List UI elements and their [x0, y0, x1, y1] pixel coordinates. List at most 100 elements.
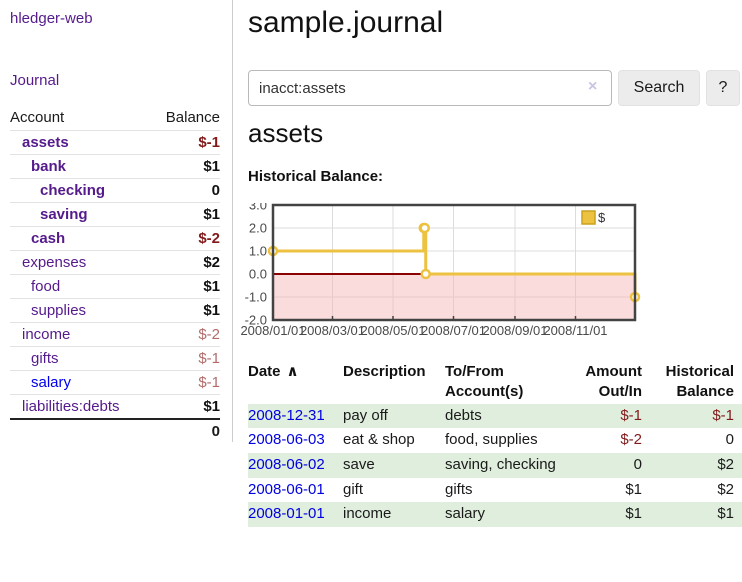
transaction-amount: $1 — [625, 480, 642, 498]
transaction-balance: 0 — [725, 431, 734, 449]
transaction-date-link[interactable]: 2008-06-03 — [248, 431, 325, 449]
column-header-accounts[interactable]: To/From Account(s) — [445, 363, 524, 400]
account-balance: $-2 — [198, 230, 220, 247]
transaction-accounts: food, supplies — [445, 431, 538, 449]
svg-text:2008/11/01: 2008/11/01 — [543, 323, 607, 338]
account-balance: $1 — [203, 158, 220, 175]
transaction-description: pay off — [343, 403, 445, 429]
svg-text:2008/03/01: 2008/03/01 — [300, 323, 365, 338]
account-balance: $2 — [203, 254, 220, 271]
account-row: cash $-2 — [10, 226, 220, 250]
transaction-amount: $-1 — [565, 403, 650, 429]
transaction-date-link[interactable]: 2008-01-01 — [248, 505, 325, 523]
column-header-balance[interactable]: Historical Balance — [665, 363, 734, 400]
account-balance: $1 — [203, 398, 220, 415]
account-link-checking[interactable]: checking — [40, 182, 106, 199]
account-balance: 0 — [211, 182, 220, 199]
transaction-row: 2008-06-03 eat & shop food, supplies $-2 0 — [248, 428, 742, 453]
account-balance: $1 — [203, 302, 220, 319]
account-row: gifts $-1 — [10, 346, 220, 370]
transaction-amount: $-2 — [620, 431, 642, 449]
account-link-saving[interactable]: saving — [40, 206, 88, 223]
date-header-label: Date — [248, 363, 281, 380]
register-table: Date ∧ Description To/From Account(s) Amo… — [248, 358, 742, 528]
account-balance: $-2 — [198, 326, 220, 343]
transaction-balance: $-1 — [650, 403, 742, 429]
help-button[interactable]: ? — [706, 70, 740, 106]
svg-text:$: $ — [598, 210, 606, 225]
transaction-date-cell: 2008-12-31 — [248, 403, 343, 429]
account-heading: assets — [248, 118, 324, 148]
account-row: income $-2 — [10, 322, 220, 346]
sidebar: hledger-web Journal Account Balance asse… — [0, 0, 233, 442]
transaction-amount: 0 — [565, 452, 650, 478]
account-link-assets[interactable]: assets — [22, 134, 69, 151]
transaction-date-cell: 2008-06-03 — [248, 428, 343, 453]
page-title: sample.journal — [248, 6, 444, 39]
transaction-description: eat & shop — [343, 431, 415, 449]
account-link-supplies[interactable]: supplies — [31, 302, 87, 319]
accounts-header-balance: Balance — [165, 108, 220, 126]
svg-text:2.0: 2.0 — [249, 221, 267, 236]
transaction-date-link[interactable]: 2008-06-01 — [248, 480, 325, 498]
transaction-date-link[interactable]: 2008-06-02 — [248, 455, 325, 473]
transaction-date-link[interactable]: 2008-12-31 — [248, 406, 325, 424]
account-link-gifts[interactable]: gifts — [31, 350, 59, 367]
column-header-date[interactable]: Date ∧ — [248, 358, 343, 404]
account-link-food[interactable]: food — [31, 278, 61, 295]
transaction-accounts: gifts — [445, 480, 473, 498]
svg-text:2008/01/01: 2008/01/01 — [240, 323, 305, 338]
transaction-accounts: salary — [445, 502, 565, 528]
svg-text:1.0: 1.0 — [249, 244, 267, 259]
account-row: salary $-1 — [10, 370, 220, 394]
transaction-accounts: saving, checking — [445, 452, 565, 478]
transaction-balance: $2 — [650, 452, 742, 478]
transaction-row: 2008-06-02 save saving, checking 0 $2 — [248, 452, 742, 478]
clear-search-icon[interactable]: × — [588, 78, 598, 95]
historical-balance-chart: 3.0 2.0 1.0 0.0 -1.0 -2.0 2008/01/01 2008/03/01… — [239, 198, 679, 353]
account-balance: $1 — [203, 206, 220, 223]
transaction-row: 2008-12-31 pay off debts $-1 $-1 — [248, 403, 742, 429]
app-title-link[interactable]: hledger-web — [10, 10, 93, 27]
account-link-cash[interactable]: cash — [31, 230, 66, 247]
transaction-accounts: debts — [445, 403, 565, 429]
account-link-liabilities-debts[interactable]: liabilities:debts — [22, 398, 120, 415]
account-row: assets $-1 — [10, 130, 220, 154]
account-balance: $1 — [203, 278, 220, 295]
accounts-header: Account Balance — [10, 104, 220, 130]
svg-text:0.0: 0.0 — [249, 267, 267, 282]
sidebar-item-journal[interactable]: Journal — [10, 72, 60, 89]
accounts-total-value: 0 — [211, 422, 220, 440]
transaction-amount: $1 — [565, 502, 650, 528]
transaction-description: income — [343, 502, 445, 528]
svg-text:2008/05/01: 2008/05/01 — [360, 323, 425, 338]
account-balance: $-1 — [198, 374, 220, 391]
search-button[interactable]: Search — [618, 70, 700, 106]
account-link-salary[interactable]: salary — [31, 374, 72, 391]
account-link-bank[interactable]: bank — [31, 158, 67, 175]
svg-text:2008/09/01: 2008/09/01 — [482, 323, 547, 338]
account-row: bank $1 — [10, 154, 220, 178]
account-row: supplies $1 — [10, 298, 220, 322]
balance-chart-svg: 3.0 2.0 1.0 0.0 -1.0 -2.02008/01/012008/03/01… — [240, 198, 641, 338]
account-row: expenses $2 — [10, 250, 220, 274]
transaction-date-cell: 2008-06-02 — [248, 452, 343, 478]
svg-text:-1.0: -1.0 — [245, 290, 267, 305]
accounts-tree: Account Balance assets $-1 bank $1 checking 0… — [10, 104, 220, 442]
account-balance: $-1 — [198, 134, 220, 151]
main-panel: sample.journal × Search ? assets Histori… — [240, 0, 742, 582]
register-header-row: Date ∧ Description To/From Account(s) Amo… — [248, 358, 742, 404]
svg-text:2008/07/01: 2008/07/01 — [421, 323, 486, 338]
transaction-row: 2008-01-01 income salary $1 $1 — [248, 502, 742, 528]
account-link-income[interactable]: income — [22, 326, 71, 343]
sort-asc-icon: ∧ — [286, 363, 299, 380]
search-input[interactable] — [248, 70, 612, 106]
account-balance: $-1 — [198, 350, 220, 367]
transaction-row: 2008-06-01 gift gifts $1 $2 — [248, 478, 742, 503]
transaction-description: gift — [343, 480, 364, 498]
account-link-expenses[interactable]: expenses — [22, 254, 87, 271]
accounts-total-row: 0 — [10, 418, 220, 442]
column-header-amount[interactable]: Amount Out/In — [585, 363, 642, 400]
transaction-description: save — [343, 452, 445, 478]
column-header-description[interactable]: Description — [343, 363, 426, 380]
